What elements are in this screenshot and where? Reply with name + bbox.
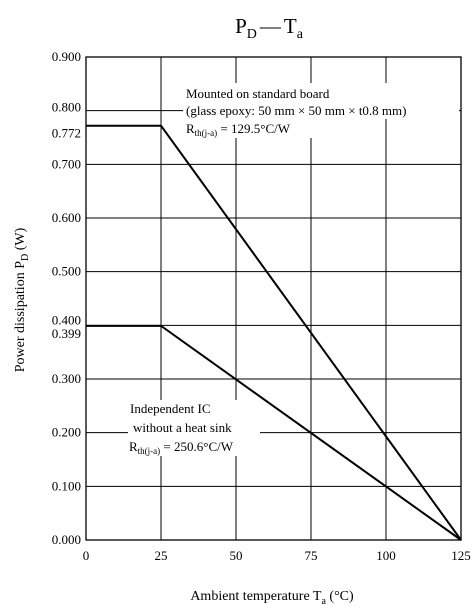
title-pd: P bbox=[235, 14, 247, 38]
y-axis-label-unit: (W) bbox=[13, 227, 28, 253]
y-tick-label: 0.300 bbox=[52, 371, 81, 386]
title-ta-sub: a bbox=[297, 27, 304, 42]
series-line-1 bbox=[86, 124, 462, 541]
annotation-2-resistance: Rth(j-a) = 250.6°C/W bbox=[129, 439, 234, 456]
title-ta: T bbox=[284, 14, 297, 38]
x-axis-label: Ambient temperature Ta (°C) bbox=[190, 589, 354, 607]
annotation-2-r-value: = 250.6°C/W bbox=[160, 439, 234, 454]
y-tick-label: 0.000 bbox=[52, 532, 81, 547]
x-tick-label: 50 bbox=[230, 548, 243, 563]
y-tick-label: 0.500 bbox=[52, 264, 81, 279]
chart-title: PD — Ta bbox=[235, 14, 304, 42]
y-tick-label: 0.400 bbox=[52, 312, 81, 327]
y-tick-label: 0.600 bbox=[52, 210, 81, 225]
x-axis-label-text: Ambient temperature T bbox=[190, 589, 322, 604]
annotation-2-r: R bbox=[129, 439, 138, 454]
annotation-1-line2: (glass epoxy: 50 mm × 50 mm × t0.8 mm) bbox=[186, 103, 407, 118]
x-tick-label: 25 bbox=[155, 548, 168, 563]
x-axis-label-unit: (°C) bbox=[326, 589, 354, 604]
annotation-1-line1: Mounted on standard board bbox=[186, 86, 330, 101]
title-dash: — bbox=[259, 14, 282, 38]
annotation-independent-ic: Independent IC without a heat sink Rth(j… bbox=[128, 400, 260, 456]
x-tick-label: 100 bbox=[376, 548, 396, 563]
series-line-2 bbox=[86, 324, 462, 541]
annotation-1-r-value: = 129.5°C/W bbox=[217, 121, 291, 136]
annotation-2-line1: Independent IC bbox=[130, 401, 211, 416]
y-tick-label: 0.900 bbox=[52, 49, 81, 64]
plot-frame bbox=[85, 56, 462, 541]
x-tick-labels: 0 25 50 75 100 125 bbox=[83, 548, 471, 563]
annotation-standard-board: Mounted on standard board (glass epoxy: … bbox=[183, 83, 459, 138]
annotation-1-r: R bbox=[186, 121, 195, 136]
x-tick-label: 75 bbox=[305, 548, 318, 563]
x-axis-label-sub: a bbox=[321, 596, 326, 607]
annotation-1-resistance: Rth(j-a) = 129.5°C/W bbox=[186, 121, 291, 138]
y-tick-label: 0.200 bbox=[52, 425, 81, 440]
y-axis-label-sub: D bbox=[20, 254, 31, 261]
series-lines bbox=[86, 124, 462, 541]
y-tick-label: 0.700 bbox=[52, 156, 81, 171]
y-axis-label: Power dissipation PD (W) bbox=[13, 227, 31, 372]
annotation-2-line2: without a heat sink bbox=[133, 420, 232, 435]
x-tick-label: 0 bbox=[83, 548, 90, 563]
y-tick-label: 0.100 bbox=[52, 478, 81, 493]
y-axis-label-text: Power dissipation P bbox=[13, 261, 28, 372]
y-tick-label: 0.800 bbox=[52, 100, 81, 115]
x-tick-label: 125 bbox=[451, 548, 471, 563]
y-tick-label: 0.772 bbox=[52, 126, 81, 141]
annotation-2-r-sub: th(j-a) bbox=[138, 446, 161, 456]
annotation-1-r-sub: th(j-a) bbox=[195, 128, 218, 138]
y-tick-label: 0.399 bbox=[52, 326, 81, 341]
title-pd-sub: D bbox=[247, 27, 257, 42]
